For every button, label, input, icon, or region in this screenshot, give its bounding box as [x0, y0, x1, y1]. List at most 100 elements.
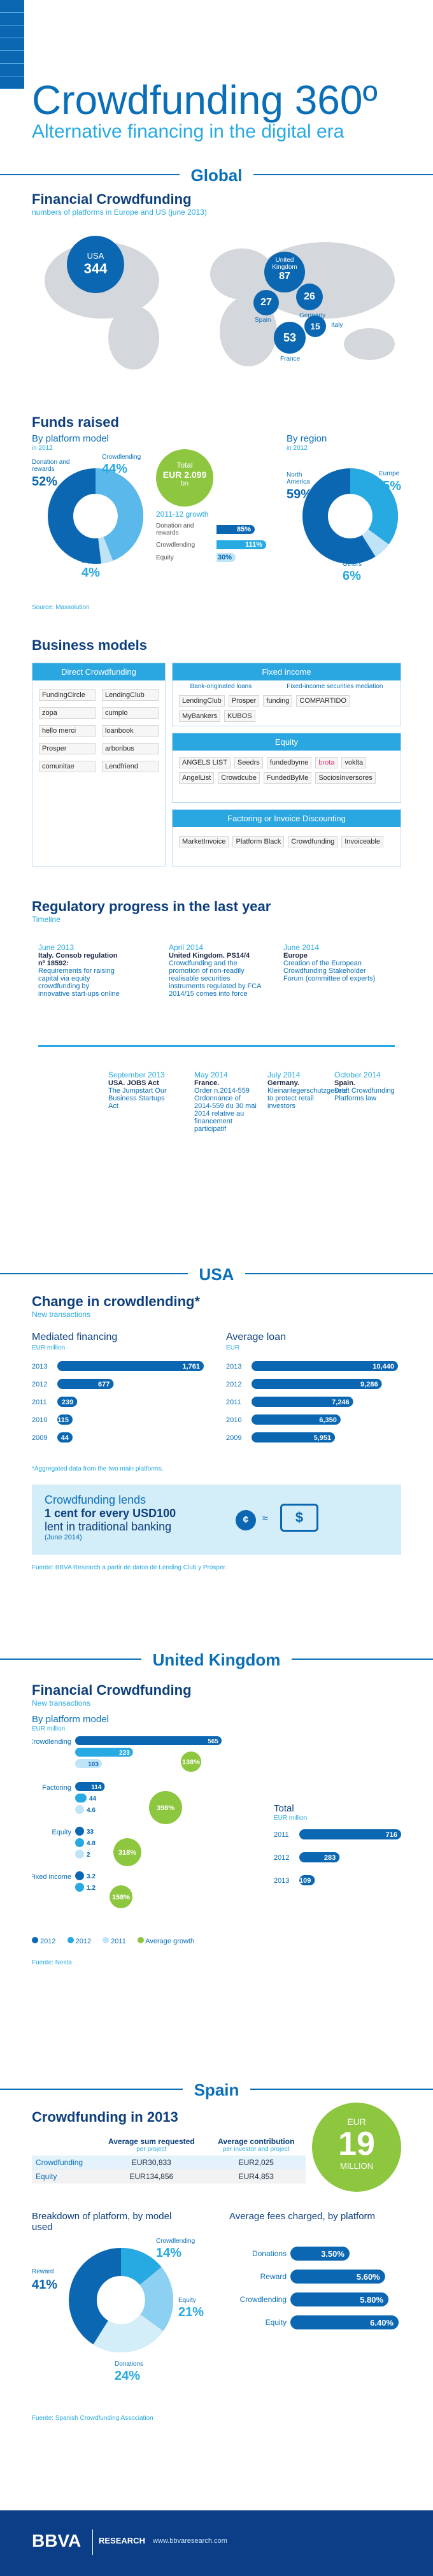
growth-label: 138%	[182, 1759, 200, 1766]
bar	[290, 2247, 350, 2261]
sp-crowdlending-value: 14%	[156, 2246, 182, 2260]
global-note: numbers of platforms in Europe and US (j…	[32, 208, 207, 217]
spain-breakdown-donut	[69, 2248, 173, 2352]
na-value: 59%	[287, 487, 313, 501]
section-spain: Spain	[0, 2080, 433, 2099]
footer: BBVA RESEARCH www.bbvaresearch.com	[0, 2510, 433, 2576]
others-label: Others	[343, 561, 362, 568]
bar	[299, 1852, 340, 1862]
bar	[252, 1379, 382, 1389]
factoring-box: Factoring or Invoice Discounting MarketI…	[172, 809, 401, 867]
tick-label: 2012	[32, 1381, 47, 1388]
section-global: Global	[0, 166, 433, 185]
logo: brota	[315, 757, 338, 768]
chart-uk-model: Crowdlending 565 223 103 138% Factoring 114 44 4…	[32, 1736, 222, 1908]
fixed-income-box: Fixed income Bank-originated loans Fixed…	[172, 663, 401, 726]
logo: Prosper	[39, 743, 96, 754]
bar	[252, 1414, 341, 1425]
logo: AngelList	[179, 772, 215, 784]
chart-mediated: 2013 1,761 2012 677 2011 239 2010 115 2009 44	[32, 1361, 204, 1443]
bar	[252, 1397, 353, 1407]
spain-table: Average sum requested per project Average…	[32, 2134, 306, 2184]
business-models-title: Business models	[32, 637, 147, 653]
avg-loan-title: Average loan	[226, 1332, 286, 1342]
logo: ANGELS LIST	[179, 757, 231, 768]
donations-label: Donations	[115, 2361, 144, 2368]
data-label: 283	[324, 1854, 336, 1862]
logo: Seedrs	[234, 757, 263, 768]
table-row: Crowdfunding EUR30,833 EUR2,025	[32, 2155, 306, 2169]
bar	[75, 1838, 84, 1847]
europe-label: Europe	[379, 470, 400, 477]
tick-label: 2012	[274, 1854, 289, 1862]
cent-icon: ¢	[236, 1510, 256, 1530]
logo: loanbook	[102, 725, 159, 737]
data-label: 565	[208, 1738, 218, 1745]
growth-label: 318%	[118, 1849, 136, 1857]
logo: Platform Black	[232, 836, 285, 847]
bar	[57, 1414, 73, 1425]
logo: LendingClub	[179, 695, 225, 707]
data-label: 6,350	[319, 1416, 337, 1424]
donations-value: 24%	[115, 2369, 141, 2383]
breakdown-title: Breakdown of platform, by model used	[32, 2211, 172, 2233]
data-label: 3.50%	[321, 2249, 344, 2259]
label-france: France	[280, 356, 301, 363]
tick-label: 2013	[274, 1877, 289, 1885]
chart-fees: Donations 3.50% Reward 5.60% Crowdlending 5.8…	[240, 2247, 399, 2329]
bar	[75, 1748, 133, 1757]
tick-label: 2010	[32, 1416, 47, 1424]
data-label: 44	[61, 1434, 69, 1442]
uk-total-unit: EUR million	[274, 1815, 308, 1822]
data-label: 239	[62, 1399, 73, 1406]
label-italy: Italy	[331, 322, 343, 329]
funds-region-donut	[302, 468, 398, 564]
sp-crowdlending-label: Crowdlending	[156, 2238, 195, 2245]
data-label: 44	[89, 1795, 97, 1802]
logo: fundedbyme	[266, 757, 312, 768]
uk-model-unit: EUR million	[32, 1725, 66, 1732]
footer-brand: BBVA	[32, 2531, 82, 2551]
slice-equity	[69, 2248, 173, 2352]
data-label: 2	[87, 1852, 90, 1859]
direct-head: Direct Crowdfunding	[32, 663, 165, 680]
footer-url[interactable]: www.bbvaresearch.com	[153, 2537, 227, 2545]
table-row: Equity EUR134,856 EUR4,853	[32, 2169, 306, 2184]
tick-label: 2012	[226, 1381, 241, 1388]
spain-total-bubble: EUR 19 MILLION	[312, 2103, 401, 2192]
uk-source: Fuente: Nesta	[32, 1959, 72, 1966]
timeline-event-1: June 2013 Italy. Consob regulation nº 18…	[38, 943, 120, 998]
label-spain: Spain	[255, 317, 271, 324]
timeline-event-3: June 2014 Europe Creation of the Europea…	[283, 943, 376, 982]
tick-label: Fixed income	[32, 1873, 71, 1881]
bar	[252, 1361, 398, 1371]
by-model-title: By platform model	[32, 433, 109, 444]
usa-promo: Crowdfunding lends 1 cent for every USD1…	[32, 1485, 401, 1555]
mediated-title: Mediated financing	[32, 1332, 118, 1342]
usa-note: New transactions	[32, 1310, 91, 1319]
bar	[75, 1871, 84, 1880]
timeline-event-6: July 2014 Germany. Kleinanlegerschutzges…	[267, 1070, 348, 1110]
equity-box: Equity ANGELS LIST Seedrs fundedbyme bro…	[172, 733, 401, 803]
timeline-event-4: September 2013 USA. JOBS Act The Jumpsta…	[108, 1070, 167, 1110]
crowdlending-label: Crowdlending	[102, 454, 141, 461]
data-label: 3.2	[87, 1873, 96, 1880]
bubble-france: 53	[274, 322, 306, 354]
timeline-event-2: April 2014 United Kingdom. PS14/4 Crowdf…	[169, 943, 261, 998]
bar	[75, 1794, 87, 1802]
donation-value: 52%	[32, 475, 58, 489]
bar	[75, 1827, 84, 1836]
reward-label: Reward	[32, 2268, 54, 2275]
data-label: 114	[91, 1784, 102, 1791]
avg-loan-unit: EUR	[226, 1344, 240, 1351]
tick-label: 2011	[226, 1399, 241, 1406]
data-label: 677	[98, 1381, 110, 1388]
bubble-germany: 26	[296, 284, 323, 310]
bar	[57, 1361, 204, 1371]
total-bubble: Total EUR 2.099 bn	[156, 449, 213, 507]
logo: FundedByMe	[263, 772, 312, 784]
logo: KUBOS	[224, 710, 255, 722]
data-label: 1,761	[182, 1363, 200, 1371]
bar	[57, 1397, 78, 1407]
equity-label: Equity	[82, 558, 99, 565]
